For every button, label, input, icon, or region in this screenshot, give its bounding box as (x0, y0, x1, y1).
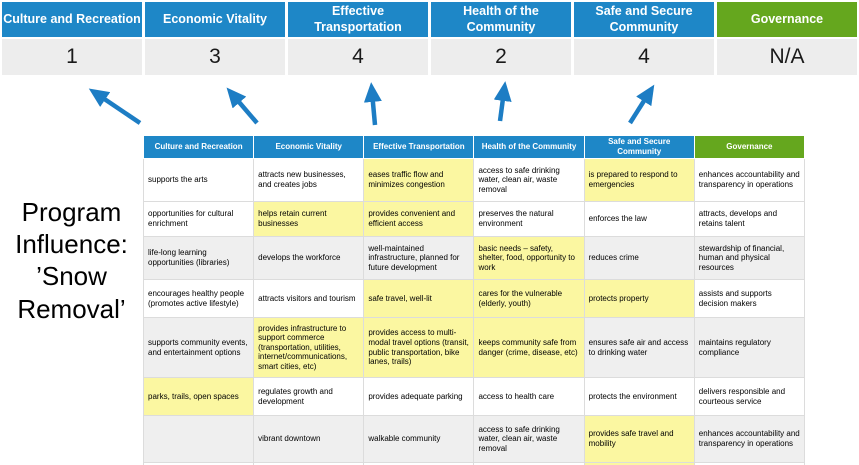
matrix-row: vibrant downtown walkable community access… (142, 415, 806, 463)
matrix-header-cell: Governance (693, 135, 806, 159)
arrow-up-icon (363, 82, 382, 126)
priority-score-cell: 2 (431, 39, 571, 75)
matrix-cell: enhances accountability and transparency… (693, 158, 806, 202)
matrix-cell: protects property (583, 279, 695, 318)
matrix-cell: basic needs – safety, shelter, food, opp… (473, 236, 585, 280)
matrix-row: encourages healthy people (promotes acti… (142, 279, 806, 318)
priority-header-cell: Effective Transportation (288, 2, 428, 37)
matrix-cell: stewardship of financial, human and phys… (693, 236, 806, 280)
matrix-cell: enhances accountability and transparency… (693, 415, 806, 463)
priority-header-cell: Economic Vitality (145, 2, 285, 37)
priority-score-cell: 3 (145, 39, 285, 75)
matrix-cell: regulates growth and development (253, 377, 365, 416)
matrix-cell: maintains regulatory compliance (693, 317, 806, 378)
matrix-cell: provides infrastructure to support comme… (253, 317, 365, 378)
matrix-cell: enforces the law (583, 201, 695, 237)
priority-header-cell: Health of the Community (431, 2, 571, 37)
matrix-cell: supports the arts (142, 158, 255, 202)
matrix-header-cell: Culture and Recreation (142, 135, 255, 159)
matrix-cell: encourages healthy people (promotes acti… (142, 279, 255, 318)
matrix-cell: safe travel, well-lit (363, 279, 475, 318)
matrix-row: looks after it's most vulnerable (142, 462, 806, 465)
arrow-up-icon (88, 88, 142, 125)
matrix-cell: attracts new businesses, and creates job… (253, 158, 365, 202)
matrix-cell: develops the workforce (253, 236, 365, 280)
matrix-cell: is prepared to respond to emergencies (583, 158, 695, 202)
arrow-up-icon (493, 81, 512, 122)
matrix-cell (142, 462, 255, 465)
matrix-cell: assists and supports decision makers (693, 279, 806, 318)
matrix-cell: eases traffic flow and minimizes congest… (363, 158, 475, 202)
matrix-cell: walkable community (363, 415, 475, 463)
matrix-row: supports the arts attracts new businesses… (142, 158, 806, 202)
priority-score-cell: 4 (574, 39, 714, 75)
matrix-header-cell: Safe and Secure Community (583, 135, 695, 159)
matrix-cell: parks, trails, open spaces (142, 377, 255, 416)
priority-score-cell: N/A (717, 39, 857, 75)
matrix-cell: keeps community safe from danger (crime,… (473, 317, 585, 378)
priority-matrix-table: Culture and Recreation Economic Vitality E… (142, 135, 806, 465)
program-influence-label: Program Influence: ’Snow Removal’ (15, 197, 128, 324)
matrix-cell (142, 415, 255, 463)
matrix-header-cell: Economic Vitality (253, 135, 365, 159)
matrix-header-cell: Effective Transportation (363, 135, 475, 159)
matrix-cell (693, 462, 806, 465)
matrix-cell: supports community events, and entertain… (142, 317, 255, 378)
matrix-cell: reduces crime (583, 236, 695, 280)
matrix-row: supports community events, and entertain… (142, 317, 806, 378)
matrix-cell: helps retain current businesses (253, 201, 365, 237)
priority-score-row: 1 3 4 2 4 N/A (2, 39, 857, 75)
matrix-cell: well-maintained infrastructure, planned … (363, 236, 475, 280)
matrix-cell: ensures safe air and access to drinking … (583, 317, 695, 378)
matrix-cell: delivers responsible and courteous servi… (693, 377, 806, 416)
matrix-header-row: Culture and Recreation Economic Vitality E… (142, 135, 806, 159)
matrix-cell: access to safe drinking water, clean air… (473, 158, 585, 202)
priority-header-cell: Culture and Recreation (2, 2, 142, 37)
matrix-cell: attracts visitors and tourism (253, 279, 365, 318)
matrix-cell: vibrant downtown (253, 415, 365, 463)
matrix-cell: opportunities for cultural enrichment (142, 201, 255, 237)
arrow-up-icon (226, 87, 259, 125)
priority-score-cell: 1 (2, 39, 142, 75)
matrix-cell: provides access to multi-modal travel op… (363, 317, 475, 378)
matrix-row: opportunities for cultural enrichment hel… (142, 201, 806, 237)
priority-header-cell: Safe and Secure Community (574, 2, 714, 37)
matrix-cell: life-long learning opportunities (librar… (142, 236, 255, 280)
matrix-cell: access to safe drinking water, clean air… (473, 415, 585, 463)
matrix-cell: access to health care (473, 377, 585, 416)
matrix-cell: protects the environment (583, 377, 695, 416)
priority-header-cell: Governance (717, 2, 857, 37)
matrix-cell: provides safe travel and mobility (583, 415, 695, 463)
matrix-row: parks, trails, open spaces regulates grow… (142, 377, 806, 416)
arrow-up-icon (628, 84, 655, 125)
priority-score-cell: 4 (288, 39, 428, 75)
matrix-cell: cares for the vulnerable (elderly, youth… (473, 279, 585, 318)
matrix-row: life-long learning opportunities (librar… (142, 236, 806, 280)
matrix-cell: attracts, develops and retains talent (693, 201, 806, 237)
priority-header-row: Culture and Recreation Economic Vitality E… (2, 2, 857, 37)
matrix-cell: preserves the natural environment (473, 201, 585, 237)
matrix-header-cell: Health of the Community (473, 135, 585, 159)
matrix-cell: provides adequate parking (363, 377, 475, 416)
matrix-cell: provides convenient and efficient access (363, 201, 475, 237)
